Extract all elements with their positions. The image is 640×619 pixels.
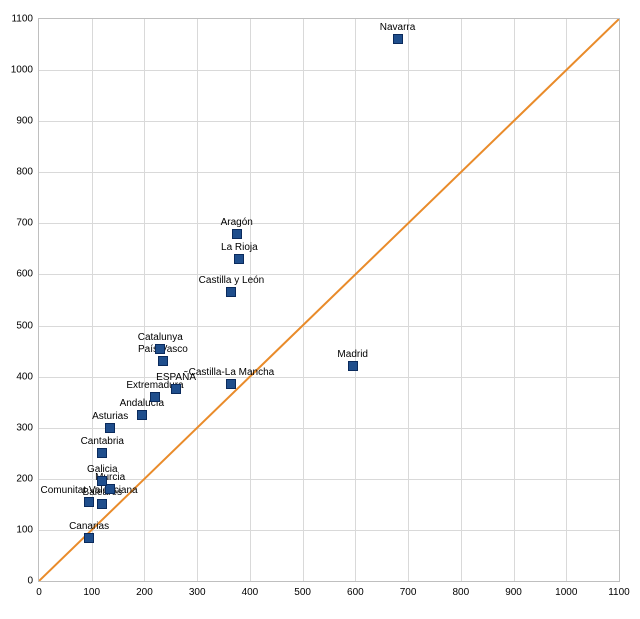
- data-point-label: Madrid: [337, 350, 368, 360]
- grid-line-horizontal: [39, 479, 619, 480]
- y-tick-label: 300: [16, 422, 33, 433]
- grid-line-vertical: [144, 19, 145, 581]
- data-point-label: Castilla y León: [199, 276, 265, 286]
- grid-line-horizontal: [39, 172, 619, 173]
- grid-line-horizontal: [39, 70, 619, 71]
- x-tick-label: 1000: [555, 587, 577, 598]
- x-tick-label: 600: [347, 587, 364, 598]
- grid-line-vertical: [566, 19, 567, 581]
- x-tick-label: 900: [505, 587, 522, 598]
- data-point-label: Castilla-La Mancha: [189, 368, 275, 378]
- y-tick-label: 500: [16, 320, 33, 331]
- grid-line-horizontal: [39, 326, 619, 327]
- x-tick-label: 400: [242, 587, 259, 598]
- grid-line-vertical: [514, 19, 515, 581]
- grid-line-horizontal: [39, 428, 619, 429]
- grid-line-horizontal: [39, 530, 619, 531]
- data-point-label: La Rioja: [221, 243, 258, 253]
- data-point: [234, 254, 244, 264]
- data-point: [171, 384, 181, 394]
- grid-line-horizontal: [39, 274, 619, 275]
- data-point: [226, 287, 236, 297]
- data-point: [105, 423, 115, 433]
- data-point: [97, 476, 107, 486]
- grid-line-vertical: [408, 19, 409, 581]
- data-point: [84, 533, 94, 543]
- y-tick-label: 1100: [11, 14, 33, 25]
- data-point-label: Navarra: [380, 23, 416, 33]
- y-tick-label: 0: [27, 576, 33, 587]
- x-tick-label: 200: [136, 587, 153, 598]
- grid-line-horizontal: [39, 223, 619, 224]
- data-point: [232, 229, 242, 239]
- y-tick-label: 600: [16, 269, 33, 280]
- grid-line-vertical: [303, 19, 304, 581]
- x-tick-label: 700: [400, 587, 417, 598]
- y-tick-label: 900: [16, 116, 33, 127]
- scatter-chart: 0 100 200 300 400 500 600 700 800 900 1000 1100 0 100…: [0, 0, 640, 619]
- data-point: [97, 499, 107, 509]
- x-tick-label: 300: [189, 587, 206, 598]
- data-point-label: Canarias: [69, 522, 109, 532]
- data-point-label: Cantabria: [81, 437, 124, 447]
- data-point: [393, 34, 403, 44]
- data-point-label: Aragón: [221, 218, 253, 228]
- y-tick-label: 400: [16, 371, 33, 382]
- data-point-label: Galicia: [87, 465, 118, 475]
- grid-line-vertical: [461, 19, 462, 581]
- data-point: [150, 392, 160, 402]
- data-point: [226, 379, 236, 389]
- x-tick-label: 500: [294, 587, 311, 598]
- x-tick-label: 1100: [608, 587, 630, 598]
- grid-line-vertical: [355, 19, 356, 581]
- identity-line: [39, 19, 619, 581]
- grid-line-vertical: [197, 19, 198, 581]
- y-tick-label: 200: [16, 473, 33, 484]
- x-tick-label: 100: [83, 587, 100, 598]
- y-tick-label: 700: [16, 218, 33, 229]
- data-point: [137, 410, 147, 420]
- y-tick-label: 1000: [11, 65, 33, 76]
- data-point-label: Catalunya: [138, 333, 183, 343]
- plot-area: 0100200300400500600700800900100011000100…: [38, 18, 620, 582]
- data-point: [97, 448, 107, 458]
- data-point: [348, 361, 358, 371]
- data-point: [158, 356, 168, 366]
- data-point-label: Asturias: [92, 412, 128, 422]
- data-point: [84, 497, 94, 507]
- y-tick-label: 100: [16, 524, 33, 535]
- grid-line-horizontal: [39, 121, 619, 122]
- x-tick-label: 0: [36, 587, 42, 598]
- grid-line-horizontal: [39, 377, 619, 378]
- x-tick-label: 800: [452, 587, 469, 598]
- data-point-label: Comunitat Valenciana: [41, 486, 138, 496]
- data-point: [155, 344, 165, 354]
- grid-line-vertical: [250, 19, 251, 581]
- y-tick-label: 800: [16, 167, 33, 178]
